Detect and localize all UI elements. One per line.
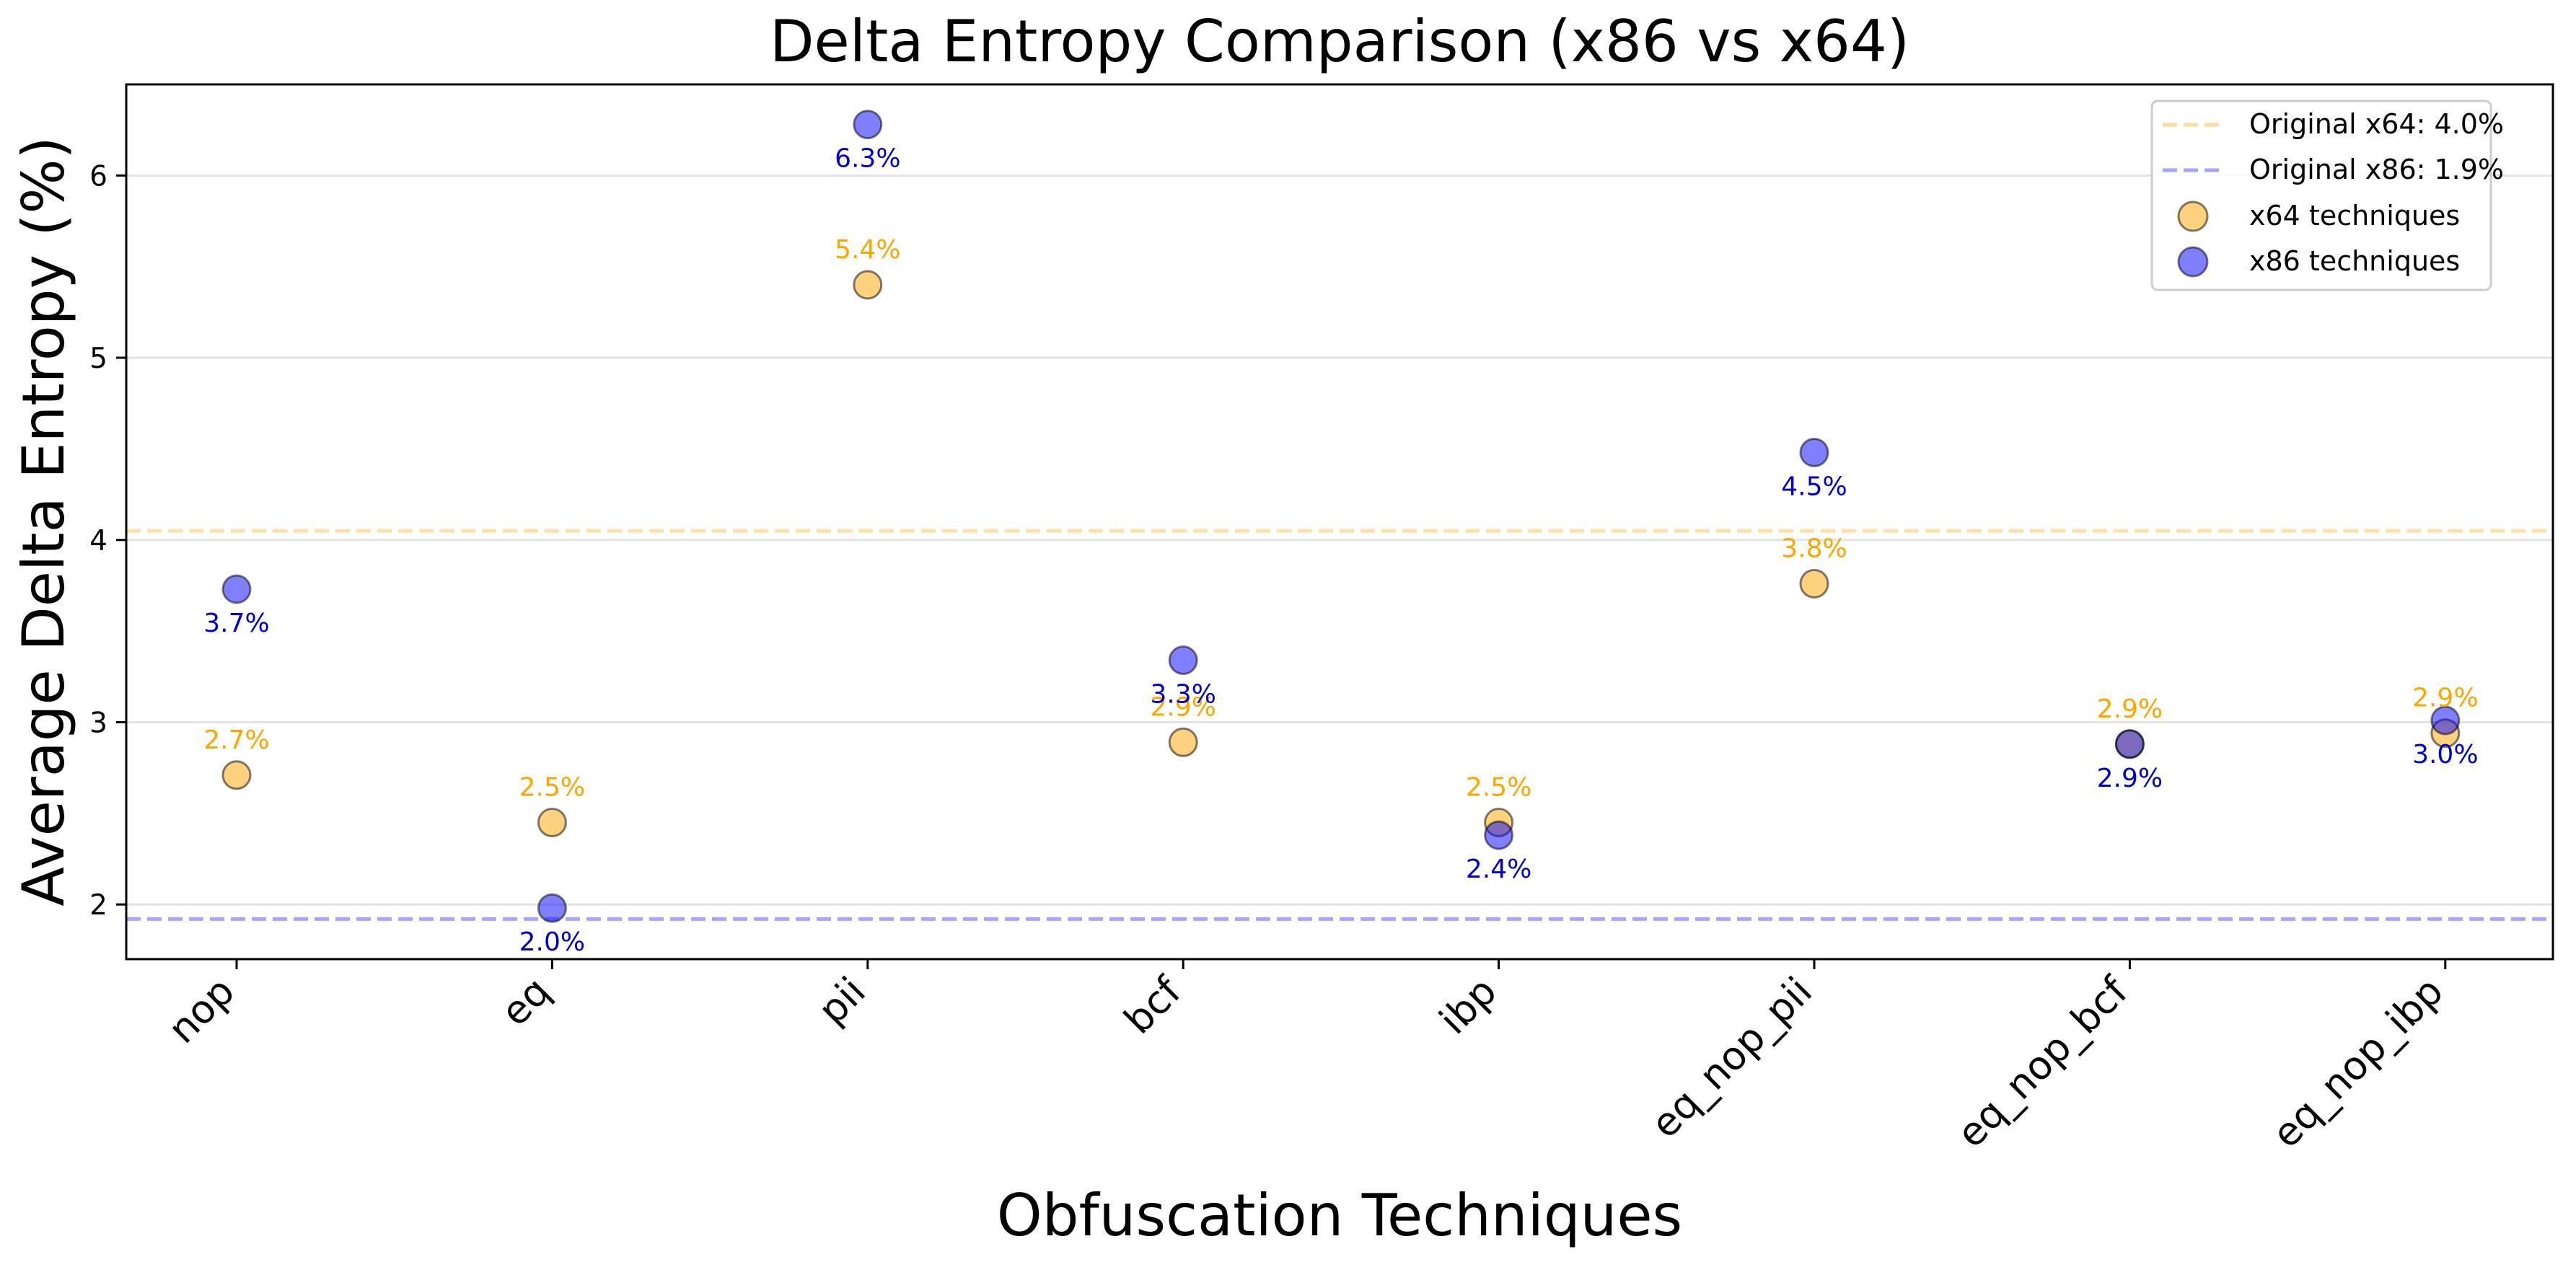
- legend-label-x86: x86 techniques: [2249, 245, 2460, 277]
- legend: Original x64: 4.0% Original x86: 1.9% x6…: [2150, 100, 2504, 291]
- point-x86-ibp: [1484, 820, 1514, 850]
- point-x64-eq_nop_pii: [1799, 568, 1829, 599]
- data-label-x86-eq_nop_pii: 4.5%: [1781, 472, 1847, 501]
- legend-frame: [2150, 100, 2492, 291]
- data-label-x86-pii: 6.3%: [835, 144, 900, 174]
- y-tick-label: 2: [89, 889, 107, 922]
- chart-title: Delta Entropy Comparison (x86 vs x64): [770, 8, 1909, 75]
- point-x86-bcf: [1168, 645, 1198, 676]
- data-label-x86-nop: 3.7%: [203, 609, 269, 638]
- y-axis-title: Average Delta Entropy (%): [10, 136, 77, 906]
- point-x86-eq_nop_ibp: [2430, 705, 2461, 736]
- point-x86-eq_nop_bcf: [2114, 729, 2145, 759]
- point-x86-eq: [537, 893, 567, 923]
- legend-label-original-x86: Original x86: 1.9%: [2249, 154, 2504, 185]
- data-label-x86-eq: 2.0%: [519, 927, 585, 957]
- y-tick-label: 6: [89, 160, 107, 193]
- data-label-x64-pii: 5.4%: [835, 235, 900, 265]
- reference-lines: [126, 529, 2553, 921]
- legend-marker-x64: [2177, 200, 2209, 232]
- data-label-x64-eq_nop_pii: 3.8%: [1781, 534, 1847, 563]
- data-label-x64-ibp: 2.5%: [1466, 772, 1531, 802]
- x-axis-title: Obfuscation Techniques: [997, 1182, 1682, 1249]
- data-label-x86-eq_nop_ibp: 3.0%: [2412, 740, 2478, 769]
- plot-frame: [125, 83, 2554, 961]
- legend-label-x64: x64 techniques: [2249, 200, 2460, 231]
- data-label-x64-eq_nop_ibp: 2.9%: [2412, 684, 2478, 713]
- data-label-x86-ibp: 2.4%: [1466, 855, 1531, 884]
- y-tick-label: 3: [89, 707, 107, 739]
- legend-marker-x86: [2177, 246, 2209, 278]
- point-x86-pii: [853, 110, 883, 140]
- legend-label-original-x64: Original x64: 4.0%: [2249, 108, 2504, 140]
- point-x86-eq_nop_pii: [1799, 437, 1829, 467]
- data-points: [221, 110, 2461, 923]
- y-tick-label: 4: [89, 525, 107, 557]
- data-label-x64-eq_nop_bcf: 2.9%: [2097, 694, 2163, 724]
- data-labels: 2.7% 2.5% 5.4% 2.9% 2.5% 3.8% 2.9% 2.9% 3.7% 2.0%…: [203, 144, 2478, 958]
- point-x64-eq: [537, 807, 567, 837]
- point-x64-bcf: [1168, 727, 1198, 757]
- point-x64-pii: [853, 270, 883, 300]
- point-x86-nop: [221, 574, 252, 604]
- data-label-x64-nop: 2.7%: [203, 725, 269, 755]
- data-label-x86-bcf: 3.3%: [1150, 680, 1216, 710]
- data-label-x86-eq_nop_bcf: 2.9%: [2097, 764, 2163, 793]
- grid-layer: [126, 174, 2553, 906]
- data-label-x64-eq: 2.5%: [519, 772, 585, 802]
- point-x64-nop: [221, 760, 252, 790]
- data-label-x64-bcf: 2.9%: [1150, 692, 1216, 722]
- y-tick-label: 5: [89, 343, 107, 375]
